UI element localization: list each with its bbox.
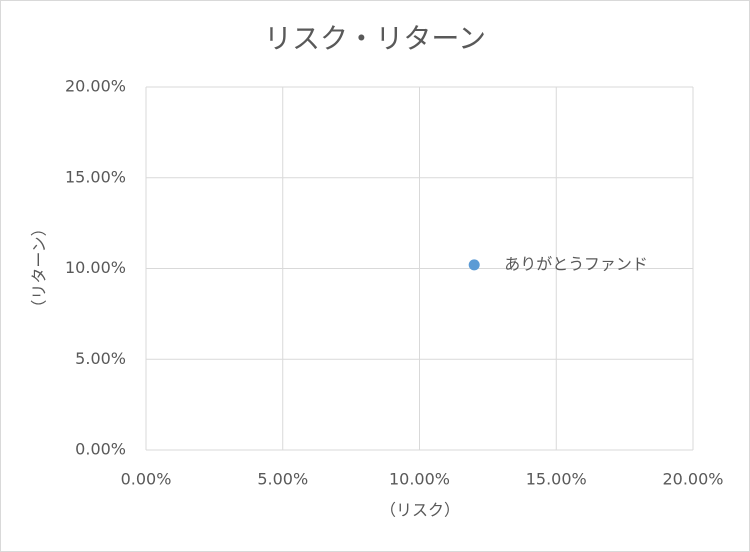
y-tick-label: 0.00%: [75, 440, 126, 459]
y-tick-label: 5.00%: [75, 349, 126, 368]
x-axis-label: （リスク）: [380, 501, 460, 520]
y-axis-label: （リターン）: [30, 220, 49, 315]
x-tick-label: 10.00%: [389, 470, 450, 489]
x-tick-label: 5.00%: [257, 470, 308, 489]
point: [468, 259, 480, 271]
y-tick-label: 20.00%: [65, 77, 126, 96]
y-tick-label: 15.00%: [65, 167, 126, 186]
chart-title: リスク・リターン: [264, 22, 486, 55]
x-tick-label: 20.00%: [662, 470, 723, 489]
y-tick-label: 10.00%: [65, 258, 126, 277]
x-tick-label: 15.00%: [526, 470, 587, 489]
x-tick-label: 0.00%: [121, 470, 172, 489]
point-label: ありがとうファンド: [504, 254, 648, 273]
